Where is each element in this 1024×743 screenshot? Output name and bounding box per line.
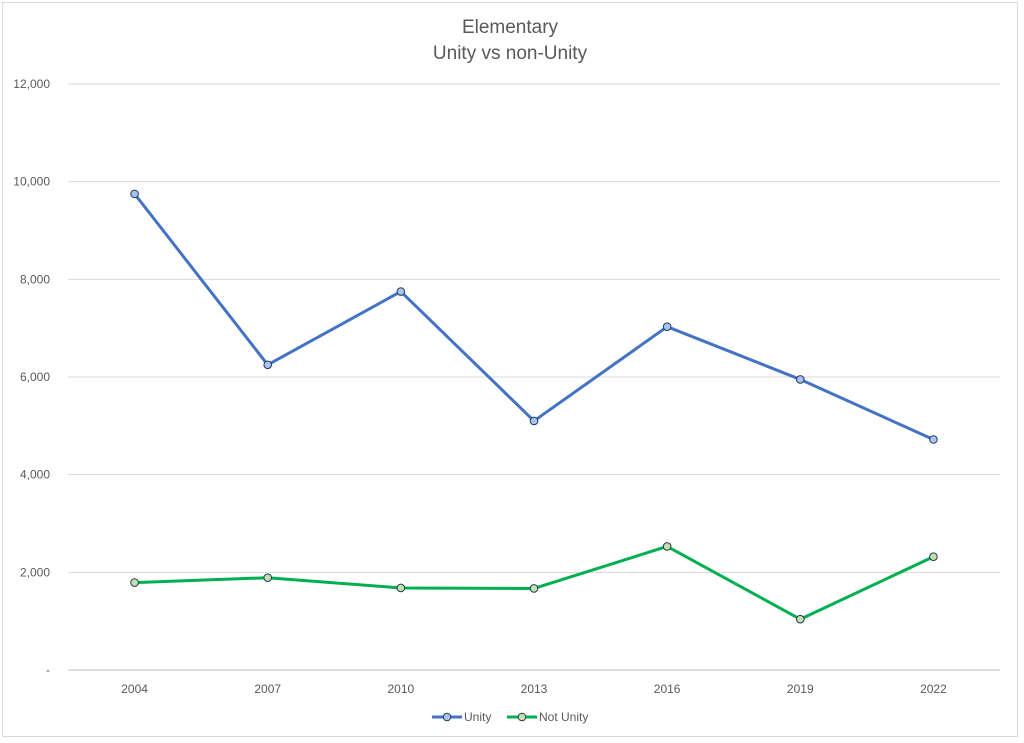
y-tick-label: 2,000 [20,565,50,579]
series-line-unity [133,192,935,441]
y-tick-label: 6,000 [20,370,50,384]
x-tick-label: 2010 [388,682,415,696]
data-point [929,552,938,562]
legend-label: Not Unity [539,710,588,724]
x-tick-label: 2019 [787,682,814,696]
data-point [263,360,273,370]
x-tick-label: 2022 [920,682,947,696]
x-tick-label: 2007 [254,682,281,696]
data-point [263,573,273,583]
data-point [130,189,139,199]
data-point [662,322,672,332]
chart-subtitle: Unity vs non-Unity [432,43,588,64]
y-tick-label: - [46,663,50,677]
data-point [795,375,805,384]
data-point [662,542,672,551]
x-tick-label: 2004 [121,682,148,696]
y-tick-label: 8,000 [20,272,50,286]
y-tick-label: 12,000 [13,77,50,91]
y-tick-label: 10,000 [13,175,50,189]
data-point [396,287,406,296]
legend-marker [442,712,452,722]
legend-marker [517,712,527,722]
legend-label: Unity [464,710,491,724]
data-point [130,578,139,587]
x-tick-label: 2013 [521,682,548,696]
y-tick-label: 4,000 [20,468,50,482]
x-tick-label: 2016 [654,682,681,696]
data-point [795,614,805,624]
series-line-not-unity [134,544,935,621]
data-point [396,583,406,593]
data-point [929,435,938,444]
data-point [529,584,539,593]
data-point [529,416,539,426]
chart-title: Elementary [461,17,559,38]
